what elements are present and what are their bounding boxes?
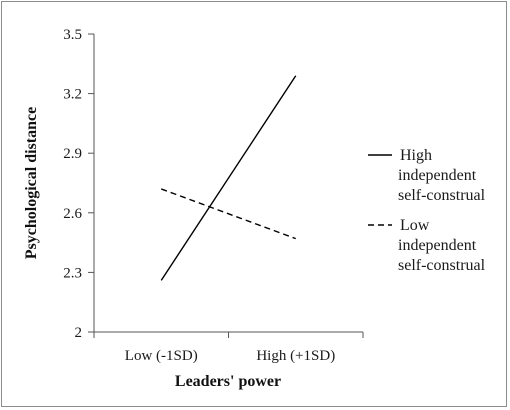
legend-label: self-construal (398, 257, 486, 274)
x-tick-label: Low (-1SD) (125, 348, 198, 364)
x-ticks: Low (-1SD) High (+1SD) (93, 332, 364, 364)
x-tick-label: High (+1SD) (256, 348, 335, 364)
series-line-dashed (161, 188, 296, 240)
series-line-solid (160, 75, 297, 281)
y-tick-label: 2.3 (63, 265, 82, 281)
y-tick-label: 2 (75, 325, 83, 341)
legend-label: self-construal (398, 187, 486, 204)
axes (93, 34, 363, 333)
legend-label: High (400, 147, 432, 164)
legend: High independent self-construal Low independ… (368, 147, 486, 274)
y-ticks: 2 2.3 2.6 2.9 3.2 3.5 (63, 27, 94, 341)
legend-label: independent (398, 167, 477, 184)
y-tick-label: 3.5 (63, 27, 82, 43)
y-tick-label: 2.9 (63, 146, 82, 162)
y-tick-label: 3.2 (63, 87, 82, 103)
x-axis-title: Leaders' power (175, 373, 281, 390)
y-axis-title: Psychological distance (23, 107, 40, 259)
legend-label: Low (400, 217, 430, 234)
legend-label: independent (398, 237, 477, 254)
y-tick-label: 2.6 (63, 206, 82, 222)
series-layer (160, 75, 297, 281)
